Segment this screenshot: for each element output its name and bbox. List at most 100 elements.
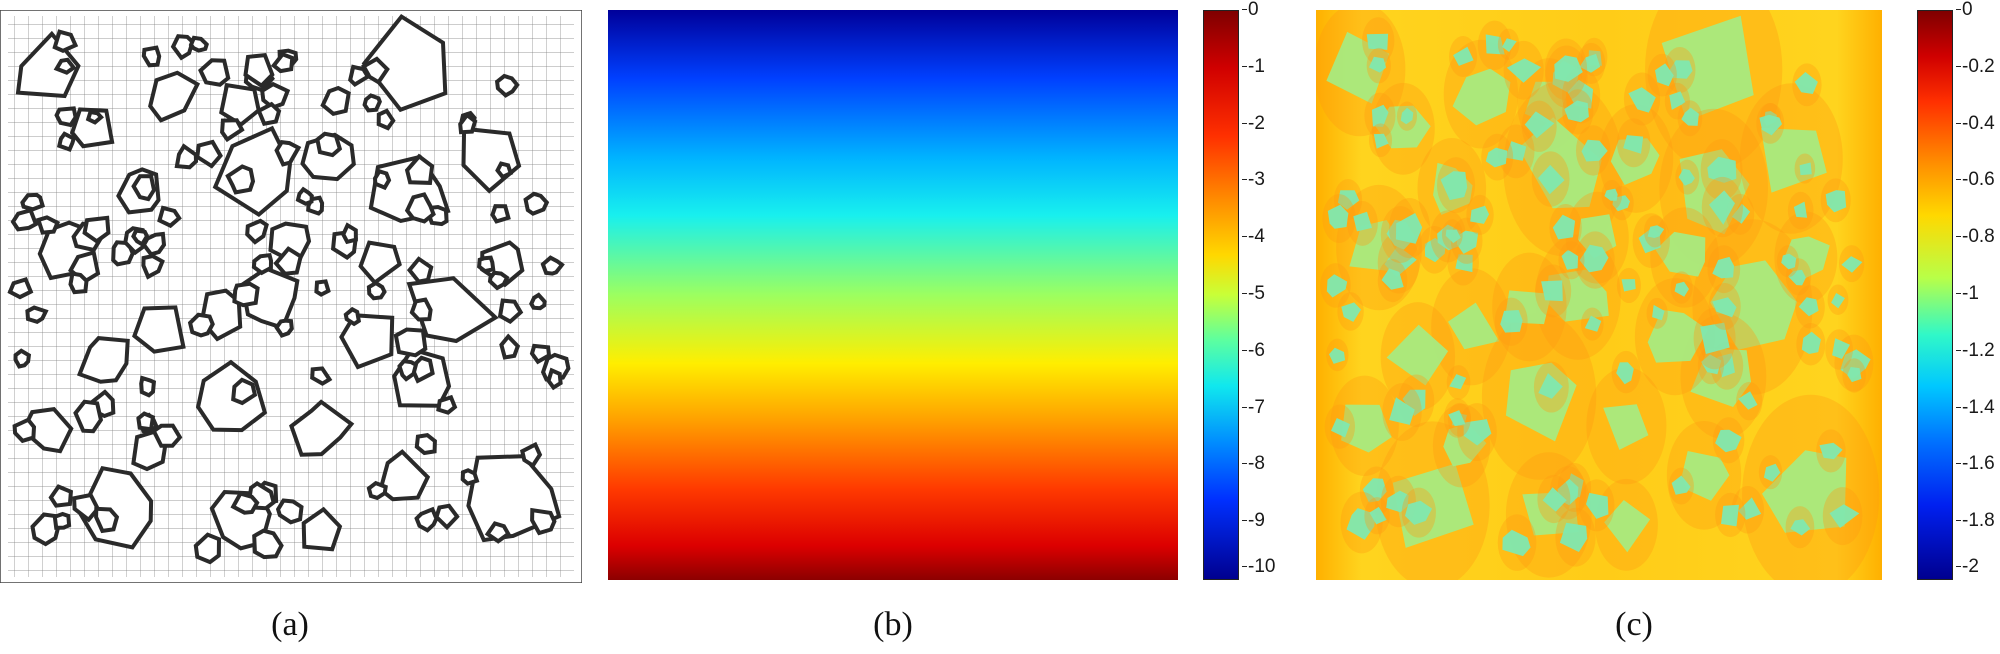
aggregate-shape bbox=[274, 139, 302, 167]
inclusion-shape bbox=[1738, 391, 1758, 410]
aggregate-shape bbox=[76, 336, 130, 384]
aggregate-shape bbox=[339, 313, 395, 370]
inclusion-shape bbox=[1763, 463, 1781, 482]
colorbar-b-tick: -7 bbox=[1242, 397, 1265, 418]
colorbar-b-tick: -10 bbox=[1241, 556, 1276, 577]
aggregate-shape bbox=[546, 367, 563, 391]
inclusion-shape bbox=[1579, 53, 1601, 73]
inclusion-shape bbox=[1701, 354, 1722, 375]
aggregate-shape bbox=[54, 106, 78, 128]
inclusion-shape bbox=[1799, 162, 1812, 176]
inclusion-shape bbox=[1440, 171, 1468, 201]
aggregate-shape bbox=[366, 280, 387, 301]
inclusion-shape bbox=[1369, 506, 1387, 525]
inclusion-shape bbox=[1402, 389, 1426, 416]
aggregate-shape bbox=[523, 191, 550, 216]
aggregate-shape bbox=[494, 73, 520, 98]
inclusion-shape bbox=[1731, 203, 1751, 224]
inclusion-shape bbox=[1678, 168, 1695, 186]
aggregate-shape bbox=[78, 465, 154, 550]
aggregate-shape bbox=[240, 266, 300, 331]
inclusion-shape bbox=[1395, 213, 1423, 244]
aggregate-shape bbox=[243, 52, 275, 89]
aggregate-shape bbox=[347, 64, 371, 88]
colorbar-c-tick: -0.4 bbox=[1956, 113, 1995, 134]
aggregate-shape bbox=[251, 253, 274, 276]
inclusion-shape bbox=[1541, 280, 1563, 302]
inclusion-shape bbox=[1405, 500, 1433, 525]
aggregate-shape bbox=[256, 101, 282, 126]
inclusion-shape bbox=[1502, 529, 1531, 557]
inclusion-shape bbox=[1652, 304, 1665, 321]
aggregate-shape bbox=[529, 343, 552, 365]
aggregate-shape bbox=[404, 192, 436, 224]
inclusion-shape bbox=[1700, 322, 1730, 354]
inclusion-shape bbox=[1381, 268, 1404, 290]
inclusion-shape bbox=[1616, 362, 1634, 385]
inclusion-shape bbox=[1341, 302, 1361, 322]
colorbar-c-tick: -1.4 bbox=[1956, 397, 1995, 418]
inclusion-shape bbox=[1326, 274, 1348, 298]
inclusion-shape bbox=[1790, 519, 1811, 536]
inclusion-shape bbox=[1581, 139, 1608, 162]
inclusion-shape bbox=[1655, 63, 1674, 87]
inclusion-shape bbox=[1793, 201, 1808, 218]
inclusion-shape bbox=[1578, 214, 1617, 259]
aggregate-shape bbox=[341, 222, 358, 245]
inclusion-shape bbox=[1453, 46, 1474, 66]
aggregate-shape bbox=[366, 480, 388, 501]
aggregate-shape bbox=[132, 305, 186, 354]
aggregate-shape bbox=[310, 366, 333, 386]
inclusion-shape bbox=[1612, 195, 1630, 212]
inclusion-shape bbox=[1448, 302, 1500, 350]
aggregate-shape bbox=[151, 423, 183, 448]
inclusion-shape bbox=[1386, 324, 1449, 386]
aggregate-shape bbox=[314, 279, 331, 297]
inclusion-shape bbox=[1801, 331, 1821, 354]
caption-c: (c) bbox=[1615, 606, 1653, 643]
inclusion-shape bbox=[1712, 256, 1734, 279]
aggregate-shape bbox=[174, 143, 199, 170]
inclusion-shape bbox=[1505, 141, 1527, 161]
inclusion-shape bbox=[1455, 254, 1473, 273]
inclusion-shape bbox=[1500, 310, 1523, 333]
colorbar-b-tick: -1 bbox=[1242, 56, 1265, 77]
inclusion-shape bbox=[1681, 107, 1699, 126]
aggregate-shape bbox=[487, 270, 510, 291]
aggregate-shape bbox=[460, 468, 480, 486]
inclusion-shape bbox=[1456, 230, 1479, 254]
colorbar-b-tick: -4 bbox=[1242, 226, 1265, 247]
aggregate-shape bbox=[320, 85, 351, 116]
aggregate-shape bbox=[10, 207, 39, 232]
colorbar-c-tick: -0.6 bbox=[1956, 169, 1995, 190]
aggregate-shape bbox=[188, 35, 209, 53]
inclusion-shape bbox=[1362, 478, 1387, 503]
aggregate-shape bbox=[52, 29, 79, 53]
aggregate-shape bbox=[193, 532, 222, 565]
aggregate-shape bbox=[195, 139, 223, 169]
inclusion-shape bbox=[1552, 214, 1576, 240]
aggregate-shape bbox=[13, 348, 32, 369]
inclusion-shape bbox=[1524, 111, 1555, 139]
aggregate-shape bbox=[198, 58, 231, 87]
inclusion-group bbox=[1316, 10, 1880, 580]
aggregate-shape bbox=[141, 45, 162, 68]
aggregate-shape bbox=[289, 399, 355, 457]
inclusion-shape bbox=[1584, 315, 1602, 332]
inclusion-shape bbox=[1452, 68, 1511, 126]
inclusion-shape bbox=[1671, 475, 1691, 495]
aggregate-shape bbox=[343, 306, 362, 327]
inclusion-shape bbox=[1819, 442, 1843, 460]
inclusion-shape bbox=[1346, 508, 1376, 540]
aggregate-shape bbox=[414, 432, 437, 456]
field-panel-c bbox=[1316, 10, 1882, 580]
inclusion-shape bbox=[1331, 418, 1350, 438]
aggregate-shape bbox=[85, 109, 104, 125]
inclusion-shape bbox=[1326, 31, 1390, 104]
aggregate-shape bbox=[12, 417, 37, 444]
colorbar-c-tick: -1 bbox=[1956, 283, 1979, 304]
inclusion-shape bbox=[1353, 211, 1372, 232]
aggregate-shape bbox=[131, 228, 150, 248]
aggregate-shape bbox=[48, 484, 74, 508]
colorbar-b-tick: -6 bbox=[1242, 340, 1265, 361]
